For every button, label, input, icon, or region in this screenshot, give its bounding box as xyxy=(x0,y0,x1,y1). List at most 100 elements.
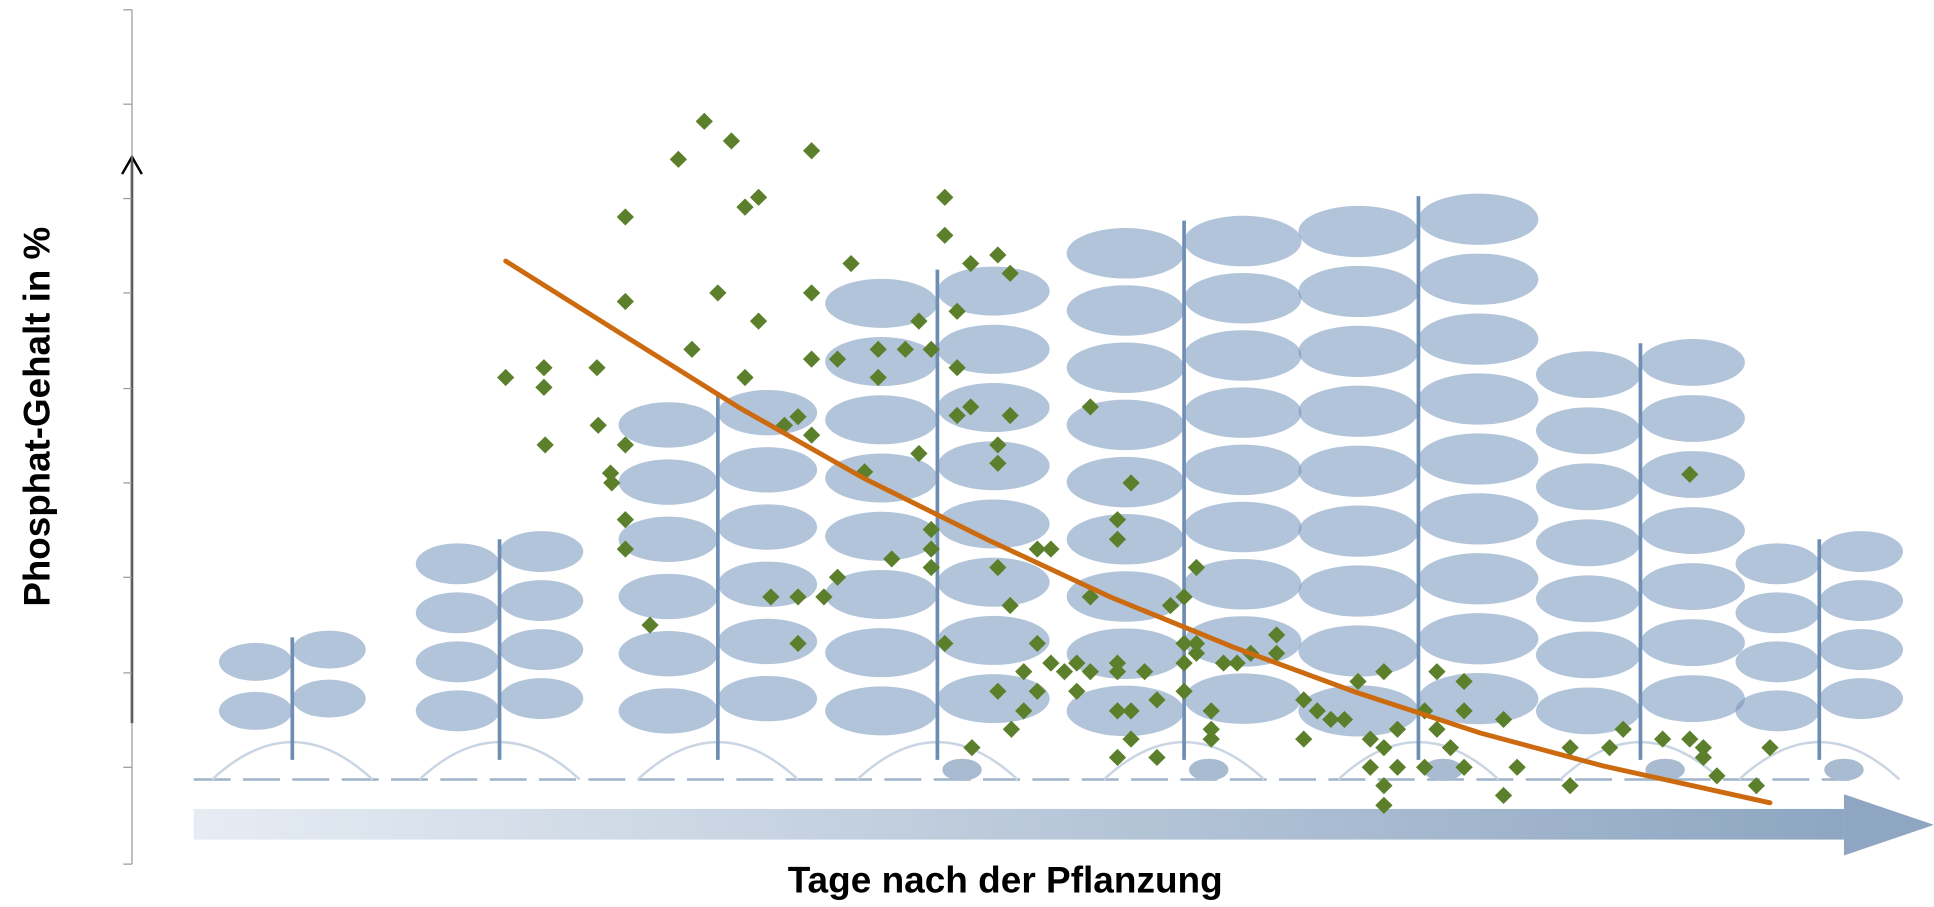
data-point xyxy=(1428,663,1445,680)
leaf xyxy=(1298,206,1418,257)
data-point xyxy=(842,255,859,272)
data-point xyxy=(588,359,605,376)
leaf xyxy=(1536,407,1640,454)
leaf xyxy=(416,641,500,682)
leaf xyxy=(1536,351,1640,398)
leaf xyxy=(1298,565,1418,616)
tuber xyxy=(942,759,981,781)
leaf xyxy=(1298,326,1418,377)
data-point xyxy=(736,369,753,386)
leaf xyxy=(1418,613,1538,664)
leaf xyxy=(219,692,292,730)
leaf xyxy=(292,680,365,718)
data-point xyxy=(750,313,767,330)
y-axis-label: Phosphat-Gehalt in % xyxy=(16,227,57,607)
data-point xyxy=(617,293,634,310)
leaf xyxy=(1298,446,1418,497)
data-point xyxy=(670,151,687,168)
data-point xyxy=(1442,739,1459,756)
leaf xyxy=(1067,342,1184,392)
leaf xyxy=(1418,553,1538,604)
leaf xyxy=(1184,673,1301,723)
data-point xyxy=(1375,739,1392,756)
leaf xyxy=(825,512,937,561)
leaf xyxy=(1184,387,1301,437)
leaf xyxy=(1536,463,1640,510)
data-point xyxy=(936,227,953,244)
leaf xyxy=(619,402,718,447)
leaf xyxy=(1184,216,1301,266)
data-point xyxy=(723,132,740,149)
leaf xyxy=(825,686,937,735)
data-point xyxy=(497,369,514,386)
leaf xyxy=(718,676,817,721)
leaf xyxy=(1298,506,1418,557)
leaf xyxy=(1418,433,1538,484)
leaf xyxy=(1640,507,1744,554)
leaf xyxy=(1736,690,1820,731)
data-point xyxy=(696,113,713,130)
data-point xyxy=(1601,739,1618,756)
data-point xyxy=(1389,759,1406,776)
leaf xyxy=(1418,493,1538,544)
data-point xyxy=(535,379,552,396)
leaf xyxy=(416,543,500,584)
tuber xyxy=(1824,759,1863,781)
leaf xyxy=(1736,592,1820,633)
x-axis-label: Tage nach der Pflanzung xyxy=(788,859,1223,900)
leaf xyxy=(1736,641,1820,682)
leaf xyxy=(825,454,937,503)
leaf xyxy=(1640,675,1744,722)
data-point xyxy=(683,341,700,358)
leaf xyxy=(500,629,584,670)
leaf xyxy=(1184,273,1301,323)
data-point xyxy=(1654,731,1671,748)
leaf xyxy=(1184,330,1301,380)
leaf xyxy=(619,631,718,676)
leaf xyxy=(500,678,584,719)
data-point xyxy=(803,427,820,444)
data-point xyxy=(709,284,726,301)
leaf xyxy=(1067,285,1184,335)
leaf xyxy=(1536,519,1640,566)
data-point xyxy=(535,359,552,376)
leaf xyxy=(1298,266,1418,317)
data-point xyxy=(803,142,820,159)
leaf xyxy=(1819,629,1903,670)
data-point xyxy=(1508,759,1525,776)
plant-illustrations xyxy=(212,194,1903,781)
leaf xyxy=(292,631,365,669)
leaf xyxy=(1418,313,1538,364)
chart: Tage nach der Pflanzung Phosphat-Gehalt … xyxy=(0,0,1934,907)
leaf xyxy=(1418,373,1538,424)
data-point xyxy=(803,284,820,301)
data-point xyxy=(641,617,658,634)
leaf xyxy=(1184,502,1301,552)
data-point xyxy=(617,208,634,225)
data-point xyxy=(736,199,753,216)
leaf xyxy=(1819,678,1903,719)
leaf xyxy=(718,504,817,549)
data-point xyxy=(1695,749,1712,766)
leaf xyxy=(1184,445,1301,495)
leaf xyxy=(619,688,718,733)
data-point xyxy=(1362,759,1379,776)
leaf xyxy=(1736,543,1820,584)
leaf xyxy=(1640,619,1744,666)
leaf xyxy=(1536,631,1640,678)
leaf xyxy=(1640,563,1744,610)
leaf xyxy=(619,459,718,504)
leaf xyxy=(718,447,817,492)
leaf xyxy=(500,580,584,621)
leaf xyxy=(937,674,1049,723)
data-point xyxy=(963,739,980,756)
leaf xyxy=(619,517,718,562)
data-point xyxy=(590,417,607,434)
leaf xyxy=(1536,575,1640,622)
leaf xyxy=(1418,194,1538,245)
data-point xyxy=(803,351,820,368)
leaf xyxy=(825,395,937,444)
leaf xyxy=(937,383,1049,432)
leaf xyxy=(500,531,584,572)
leaf xyxy=(1640,395,1744,442)
